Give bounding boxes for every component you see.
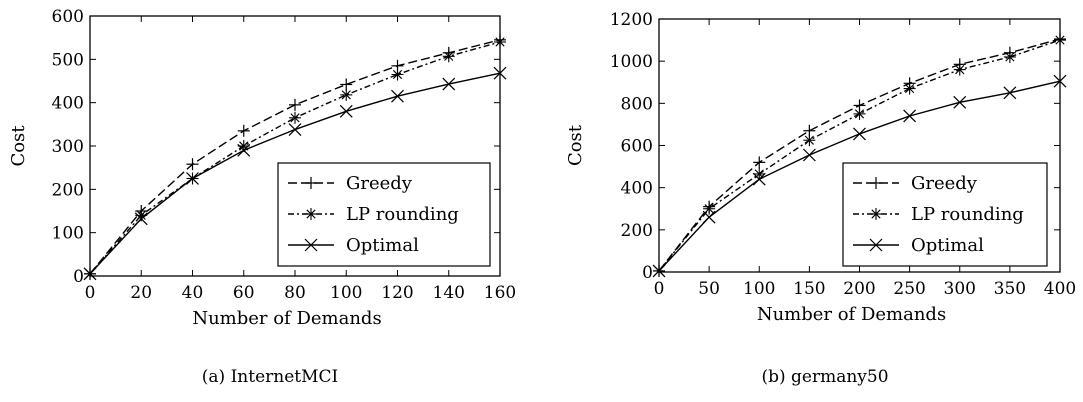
legend-label: LP rounding	[911, 204, 1024, 225]
x-tick-label: 120	[381, 283, 413, 303]
data-point	[853, 107, 866, 120]
legend-label: Optimal	[911, 235, 984, 256]
x-tick-label: 350	[994, 279, 1026, 299]
x-axis-label: Number of Demands	[192, 308, 381, 329]
y-tick-label: 200	[52, 180, 84, 200]
y-axis-label: Cost	[8, 125, 29, 167]
data-point	[237, 124, 250, 137]
series-line-greedy	[89, 39, 501, 275]
x-tick-label: 60	[233, 283, 255, 303]
chart-germany50: 0 50 100 150 200 250 300 350 400 0 200 400 600 800 100…	[565, 10, 1076, 387]
y-tick-label: 200	[621, 221, 653, 241]
data-point	[186, 172, 199, 185]
x-tick-label: 50	[698, 279, 720, 299]
y-tick-label: 400	[621, 179, 653, 199]
legend-label: Greedy	[346, 173, 413, 194]
data-point	[953, 63, 966, 76]
x-tick-label: 400	[1044, 279, 1076, 299]
data-point	[288, 123, 302, 136]
data-point	[134, 212, 148, 226]
legend-marker	[305, 208, 317, 220]
data-point	[1003, 50, 1016, 63]
data-point	[752, 172, 766, 186]
x-tick-label: 200	[843, 279, 875, 299]
data-point	[391, 89, 404, 103]
data-point	[703, 202, 716, 215]
x-tick-label: 40	[182, 283, 204, 303]
x-tick-label: 150	[793, 279, 825, 299]
y-tick-label: 300	[52, 137, 84, 157]
y-tick-label: 0	[642, 263, 653, 283]
y-tick-label: 500	[52, 50, 84, 70]
chart-internetmci: 0 20 40 60 80 100 120 140 160 0 100 200 300 400 500 600…	[8, 7, 516, 387]
x-tick-label: 300	[944, 279, 976, 299]
y-tick-label: 800	[621, 94, 653, 114]
y-tick-label: 1000	[610, 52, 653, 72]
data-point	[442, 77, 456, 91]
data-point	[339, 104, 353, 118]
data-point	[340, 78, 353, 91]
y-tick-label: 400	[52, 94, 84, 114]
x-tick-label: 160	[484, 283, 516, 303]
data-point	[442, 50, 455, 63]
data-point	[903, 82, 916, 95]
data-point	[802, 148, 816, 162]
data-point	[753, 167, 766, 180]
legend-marker	[870, 208, 882, 220]
data-point	[340, 88, 353, 101]
legend-marker	[305, 177, 317, 189]
data-point	[702, 210, 716, 224]
data-point	[753, 156, 766, 169]
data-point	[953, 95, 967, 109]
data-point	[903, 109, 917, 123]
legend-marker	[304, 238, 318, 252]
x-axis-label: Number of Demands	[757, 304, 946, 325]
data-point	[853, 127, 866, 141]
x-tick-label: 250	[893, 279, 925, 299]
legend-label: Greedy	[911, 173, 978, 194]
data-point	[1003, 86, 1017, 100]
legend: Greedy LP rounding Optimal	[842, 162, 1048, 267]
x-tick-label: 100	[743, 279, 775, 299]
x-tick-label: 20	[130, 283, 152, 303]
y-axis-label: Cost	[565, 124, 586, 166]
legend-label: LP rounding	[346, 204, 459, 225]
data-point	[186, 158, 199, 171]
legend-marker	[870, 177, 882, 189]
data-point	[289, 111, 301, 124]
data-point	[803, 134, 816, 147]
y-tick-label: 1200	[610, 10, 653, 30]
x-tick-label: 0	[654, 279, 665, 299]
legend-marker	[869, 238, 883, 252]
x-tick-label: 0	[85, 283, 96, 303]
y-tick-label: 600	[52, 7, 84, 27]
y-tick-label: 0	[73, 267, 84, 287]
data-point	[391, 68, 404, 81]
legend-label: Optimal	[346, 235, 419, 256]
y-tick-label: 600	[621, 137, 653, 157]
chart-caption: (a) InternetMCI	[202, 367, 338, 387]
series-line-lp-rounding	[89, 41, 501, 275]
legend: Greedy LP rounding Optimal	[277, 162, 491, 267]
x-tick-label: 140	[433, 283, 465, 303]
y-tick-label: 100	[52, 224, 84, 244]
data-point	[237, 143, 251, 157]
x-tick-label: 100	[330, 283, 362, 303]
chart-caption: (b) germany50	[761, 367, 888, 387]
x-tick-label: 80	[284, 283, 306, 303]
data-point	[289, 98, 301, 111]
